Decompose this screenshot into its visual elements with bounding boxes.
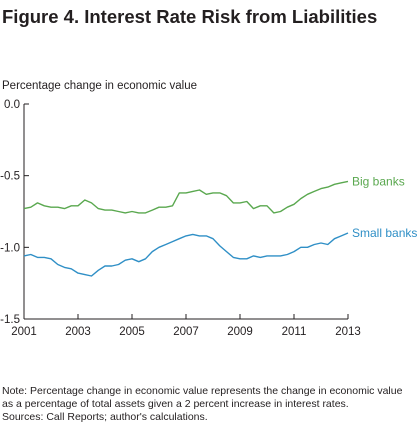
x-tick-label: 2005 xyxy=(119,326,145,338)
series-label-small-banks: Small banks xyxy=(352,226,417,240)
sources-line: Sources: Call Reports; author's calculat… xyxy=(2,411,208,423)
chart-notes: Note: Percentage change in economic valu… xyxy=(2,385,418,424)
x-tick-label: 2007 xyxy=(173,326,199,338)
series-label-big-banks: Big banks xyxy=(352,174,405,188)
note-line-1: Note: Percentage change in economic valu… xyxy=(2,385,403,397)
x-tick-label: 2001 xyxy=(11,326,37,338)
x-tick-label: 2013 xyxy=(335,326,361,338)
series-line-small-banks xyxy=(23,232,349,277)
note-line-2: as a percentage of total assets given a … xyxy=(2,398,349,410)
y-tick-label: -1.0 xyxy=(0,242,20,254)
x-tick-label: 2011 xyxy=(282,326,307,338)
chart-title: Figure 4. Interest Rate Risk from Liabil… xyxy=(2,6,378,27)
series-line-big-banks xyxy=(23,180,349,214)
x-tick-label: 2003 xyxy=(65,326,91,338)
y-axis-label: Percentage change in economic value xyxy=(2,80,197,92)
y-tick-label: -1.5 xyxy=(0,314,20,326)
x-tick-label: 2009 xyxy=(227,326,253,338)
y-tick-label: -0.5 xyxy=(0,171,20,183)
y-tick-label: 0.0 xyxy=(4,99,20,111)
